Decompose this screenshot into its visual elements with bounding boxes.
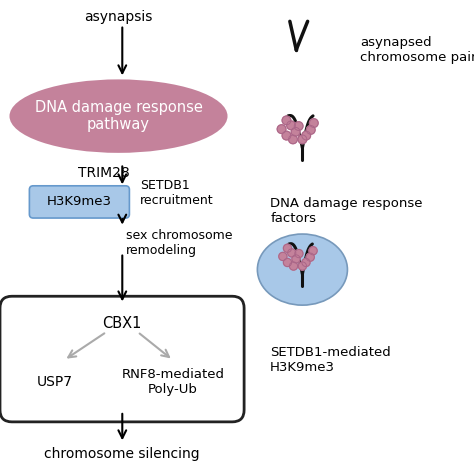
FancyBboxPatch shape xyxy=(0,296,244,422)
Circle shape xyxy=(302,258,310,266)
Circle shape xyxy=(291,128,300,136)
Circle shape xyxy=(294,122,303,130)
Circle shape xyxy=(309,246,317,255)
Text: SETDB1
recruitment: SETDB1 recruitment xyxy=(140,179,213,208)
Text: asynapsis: asynapsis xyxy=(84,9,153,24)
Circle shape xyxy=(277,125,286,134)
Circle shape xyxy=(282,116,291,125)
Text: asynapsed
chromosome pair: asynapsed chromosome pair xyxy=(360,36,474,64)
Text: sex chromosome
remodeling: sex chromosome remodeling xyxy=(126,229,232,257)
Circle shape xyxy=(283,244,292,252)
Circle shape xyxy=(279,252,287,261)
Text: chromosome silencing: chromosome silencing xyxy=(45,447,200,461)
Circle shape xyxy=(298,135,307,144)
Circle shape xyxy=(295,249,303,258)
Text: RNF8-mediated
Poly-Ub: RNF8-mediated Poly-Ub xyxy=(121,367,225,396)
Circle shape xyxy=(283,258,292,266)
Circle shape xyxy=(302,131,310,140)
Circle shape xyxy=(290,262,298,270)
Circle shape xyxy=(287,121,295,130)
FancyBboxPatch shape xyxy=(29,186,129,218)
Circle shape xyxy=(306,126,315,134)
Circle shape xyxy=(310,118,318,128)
Circle shape xyxy=(282,131,291,140)
Text: DNA damage response
pathway: DNA damage response pathway xyxy=(35,100,202,132)
Text: CBX1: CBX1 xyxy=(102,316,142,331)
Ellipse shape xyxy=(9,79,228,153)
Text: TRIM28: TRIM28 xyxy=(78,166,130,180)
Text: USP7: USP7 xyxy=(36,374,73,389)
Circle shape xyxy=(298,262,307,270)
Ellipse shape xyxy=(257,234,347,305)
Circle shape xyxy=(292,255,300,263)
Circle shape xyxy=(288,249,296,257)
Text: DNA damage response
factors: DNA damage response factors xyxy=(270,197,423,225)
Circle shape xyxy=(289,135,297,144)
Circle shape xyxy=(306,253,314,261)
Text: H3K9me3: H3K9me3 xyxy=(47,195,112,209)
Text: SETDB1-mediated
H3K9me3: SETDB1-mediated H3K9me3 xyxy=(270,346,391,374)
